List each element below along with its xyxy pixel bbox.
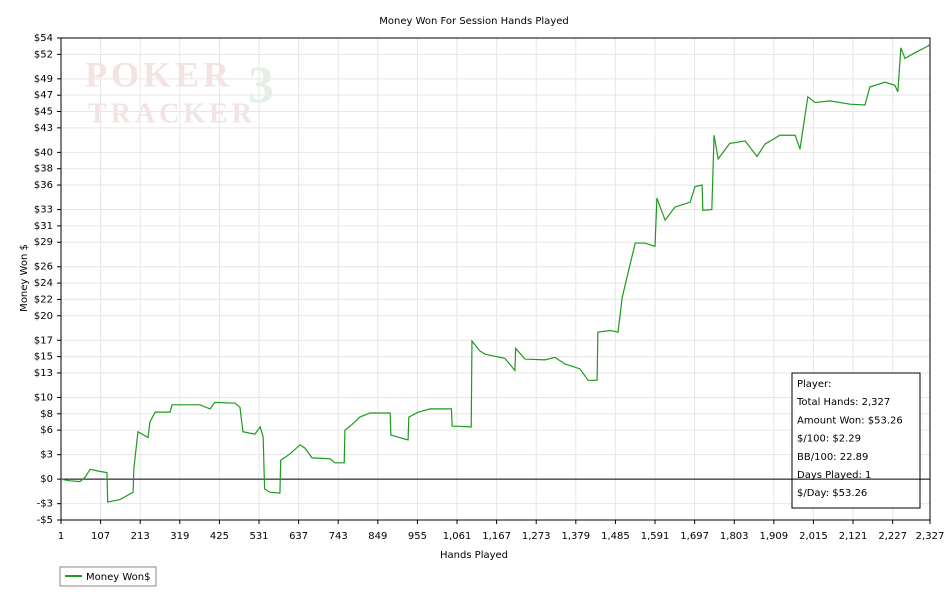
y-tick-label: $40 <box>34 147 53 158</box>
y-tick-label: $6 <box>40 425 53 436</box>
legend-label: Money Won$ <box>86 572 150 583</box>
x-tick-label: 743 <box>329 531 348 542</box>
y-tick-label: $15 <box>34 352 53 363</box>
x-tick-label: 213 <box>131 531 150 542</box>
x-tick-label: 1,061 <box>443 531 472 542</box>
x-tick-label: 1,803 <box>720 531 749 542</box>
y-tick-label: $54 <box>34 33 53 44</box>
y-tick-label: $20 <box>34 311 53 322</box>
watermark: 3 <box>248 57 278 114</box>
x-tick-label: 1,591 <box>641 531 670 542</box>
x-tick-label: 2,227 <box>878 531 907 542</box>
y-tick-label: $8 <box>40 409 53 420</box>
x-tick-label: 1,485 <box>601 531 630 542</box>
x-tick-label: 1 <box>58 531 64 542</box>
stats-line: Days Played: 1 <box>797 470 871 481</box>
y-tick-label: $26 <box>34 262 53 273</box>
x-tick-label: 319 <box>170 531 189 542</box>
plot-frame <box>60 37 931 521</box>
x-tick-label: 2,015 <box>799 531 828 542</box>
y-tick-label: $0 <box>40 474 53 485</box>
watermark: TRACKER <box>88 98 256 129</box>
y-tick-label: $49 <box>34 74 53 85</box>
y-tick-label: $22 <box>34 294 53 305</box>
x-tick-label: 2,327 <box>916 531 945 542</box>
chart-title: Money Won For Session Hands Played <box>379 16 568 27</box>
y-tick-label: $13 <box>34 368 53 379</box>
y-tick-label: -$5 <box>37 515 53 526</box>
x-tick-label: 849 <box>368 531 387 542</box>
y-tick-label: $31 <box>34 221 53 232</box>
x-tick-label: 2,121 <box>839 531 868 542</box>
stats-line: Player: <box>797 379 831 390</box>
y-tick-label: $43 <box>34 123 53 134</box>
stats-line: Total Hands: 2,327 <box>796 397 890 408</box>
x-tick-label: 1,167 <box>482 531 511 542</box>
stats-line: $/Day: $53.26 <box>797 488 867 499</box>
stats-box-frame <box>791 372 921 509</box>
x-tick-label: 107 <box>91 531 110 542</box>
y-tick-label: $45 <box>34 107 53 118</box>
y-tick-label: $36 <box>34 180 53 191</box>
watermark: POKER <box>85 54 233 94</box>
y-tick-label: $33 <box>34 205 53 216</box>
y-tick-label: $52 <box>34 49 53 60</box>
stats-line: $/100: $2.29 <box>797 434 861 445</box>
stats-line: BB/100: 22.89 <box>797 452 868 463</box>
y-tick-label: $38 <box>34 164 53 175</box>
x-tick-label: 1,909 <box>760 531 789 542</box>
x-axis-label: Hands Played <box>440 550 508 561</box>
y-axis-label: Money Won $ <box>19 244 30 312</box>
legend <box>59 566 157 587</box>
y-tick-label: -$3 <box>37 499 53 510</box>
x-tick-label: 1,273 <box>522 531 551 542</box>
plot-layer <box>60 37 931 521</box>
y-tick-label: $17 <box>34 335 53 346</box>
x-tick-label: 1,697 <box>680 531 709 542</box>
y-tick-label: $24 <box>34 278 53 289</box>
x-tick-label: 1,379 <box>562 531 591 542</box>
stats-line: Amount Won: $53.26 <box>797 415 903 426</box>
y-tick-label: $10 <box>34 392 53 403</box>
data-line <box>60 43 931 503</box>
stats-box: Player: Total Hands: 2,327 Amount Won: $53… <box>791 372 921 509</box>
x-tick-label: 425 <box>210 531 229 542</box>
y-tick-label: $47 <box>34 90 53 101</box>
x-tick-label: 955 <box>408 531 427 542</box>
y-tick-label: $29 <box>34 237 53 248</box>
x-tick-label: 637 <box>289 531 308 542</box>
x-tick-label: 531 <box>249 531 268 542</box>
y-tick-label: $3 <box>40 450 53 461</box>
plot-area <box>61 38 930 520</box>
